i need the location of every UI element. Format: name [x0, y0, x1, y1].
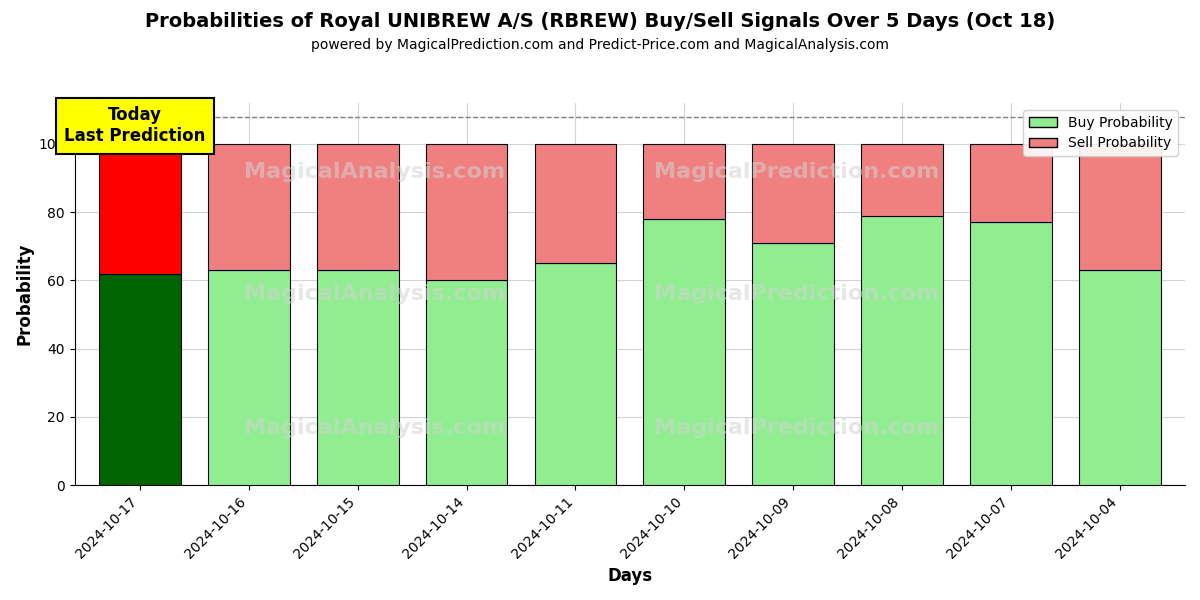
Bar — [317, 144, 398, 270]
Bar — [970, 144, 1051, 223]
Text: Probabilities of Royal UNIBREW A/S (RBREW) Buy/Sell Signals Over 5 Days (Oct 18): Probabilities of Royal UNIBREW A/S (RBRE… — [145, 12, 1055, 31]
Bar — [426, 144, 508, 280]
Y-axis label: Probability: Probability — [16, 243, 34, 346]
Bar — [970, 223, 1051, 485]
Text: MagicalAnalysis.com: MagicalAnalysis.com — [244, 284, 505, 304]
Text: MagicalPrediction.com: MagicalPrediction.com — [654, 162, 940, 182]
Bar — [643, 144, 725, 219]
Bar — [317, 270, 398, 485]
Legend: Buy Probability, Sell Probability: Buy Probability, Sell Probability — [1024, 110, 1178, 156]
Text: MagicalPrediction.com: MagicalPrediction.com — [654, 418, 940, 438]
Bar — [426, 280, 508, 485]
Text: MagicalPrediction.com: MagicalPrediction.com — [654, 284, 940, 304]
Bar — [643, 219, 725, 485]
Bar — [534, 144, 617, 263]
X-axis label: Days: Days — [607, 567, 653, 585]
Bar — [862, 144, 943, 215]
Bar — [752, 243, 834, 485]
Bar — [862, 215, 943, 485]
Bar — [208, 270, 289, 485]
Bar — [100, 274, 181, 485]
Bar — [534, 263, 617, 485]
Bar — [752, 144, 834, 243]
Bar — [1079, 144, 1160, 270]
Text: Today
Last Prediction: Today Last Prediction — [64, 106, 205, 145]
Bar — [100, 144, 181, 274]
Text: MagicalAnalysis.com: MagicalAnalysis.com — [244, 162, 505, 182]
Bar — [1079, 270, 1160, 485]
Text: powered by MagicalPrediction.com and Predict-Price.com and MagicalAnalysis.com: powered by MagicalPrediction.com and Pre… — [311, 38, 889, 52]
Text: MagicalAnalysis.com: MagicalAnalysis.com — [244, 418, 505, 438]
Bar — [208, 144, 289, 270]
